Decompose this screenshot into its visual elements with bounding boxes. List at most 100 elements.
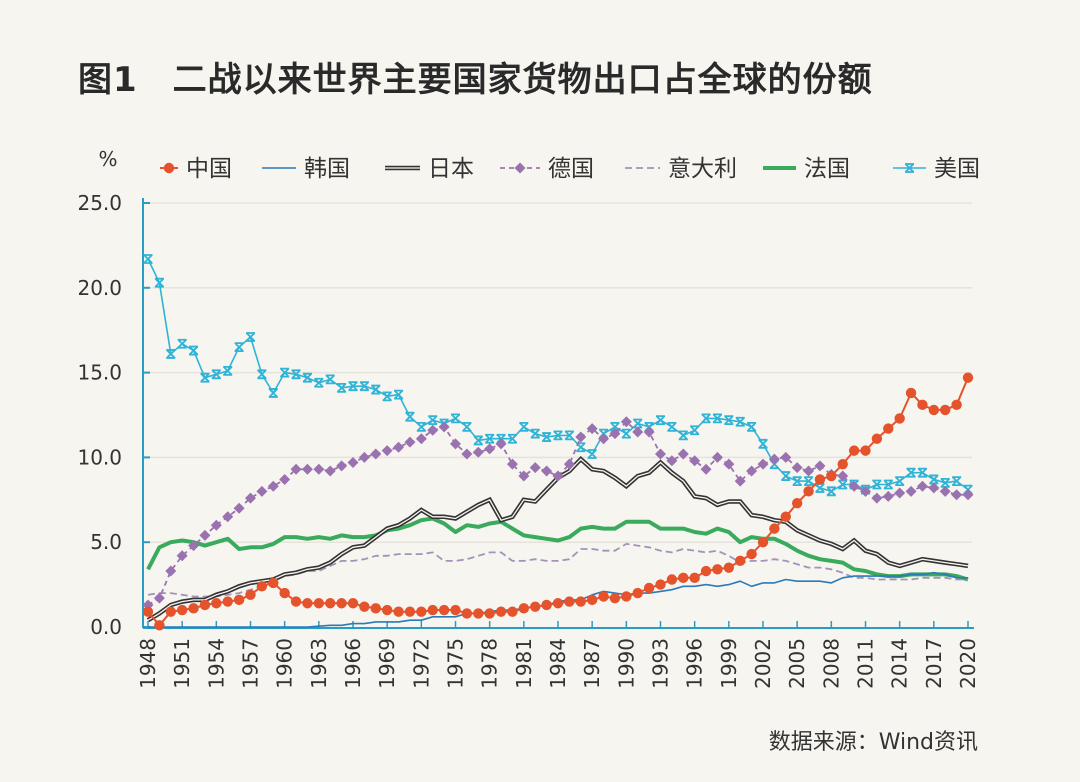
data-point-germany	[256, 485, 268, 497]
data-point-germany	[757, 458, 769, 470]
legend-marker-usa	[904, 163, 915, 173]
y-tick-label: 15.0	[77, 361, 122, 385]
data-point-china	[723, 562, 735, 573]
data-point-china	[279, 587, 290, 599]
data-point-usa	[234, 342, 244, 353]
data-point-usa	[462, 421, 472, 432]
series-line-italy	[147, 543, 968, 598]
data-point-china	[154, 620, 165, 631]
series-line-china	[147, 377, 969, 627]
x-tick-label: 2005	[785, 638, 809, 689]
data-point-usa	[621, 428, 631, 439]
data-point-china	[940, 404, 951, 416]
data-point-usa	[519, 421, 529, 432]
data-point-germany	[358, 451, 370, 463]
x-tick-label: 1972	[409, 638, 433, 689]
data-point-germany	[233, 502, 245, 514]
data-point-usa	[564, 430, 575, 441]
data-point-china	[404, 606, 416, 617]
data-point-china	[655, 579, 666, 590]
data-point-germany	[188, 540, 200, 552]
x-tick-label: 1987	[580, 638, 604, 689]
data-point-china	[495, 606, 507, 617]
data-point-germany	[700, 463, 712, 475]
data-point-germany	[199, 529, 211, 541]
data-point-germany	[450, 438, 461, 450]
data-source-note: 数据来源：Wind资讯	[768, 730, 978, 755]
x-tick-label: 1993	[649, 638, 673, 689]
data-point-china	[233, 594, 245, 606]
data-point-germany	[780, 451, 792, 463]
data-point-china	[621, 591, 632, 602]
data-point-china	[211, 598, 222, 609]
data-point-china	[188, 603, 199, 614]
data-point-germany	[643, 426, 655, 438]
data-point-usa	[610, 421, 620, 432]
x-tick-label: 1981	[512, 638, 536, 689]
data-point-germany	[768, 453, 780, 465]
data-point-china	[438, 604, 450, 616]
data-point-china	[689, 572, 700, 584]
x-tick-label: 1984	[546, 638, 570, 689]
series-line-usa	[147, 258, 969, 493]
data-point-usa	[883, 479, 893, 490]
legend-item-china: 中国	[160, 156, 232, 182]
data-point-germany	[552, 470, 564, 482]
legend-item-korea: 韩国	[262, 156, 350, 182]
x-tick-label: 1948	[136, 638, 160, 689]
data-point-usa	[325, 374, 335, 385]
series-germany	[142, 416, 974, 611]
data-point-usa	[576, 442, 586, 453]
data-point-germany	[939, 485, 951, 497]
data-point-germany	[711, 451, 723, 463]
legend-label: 法国	[804, 156, 850, 182]
x-tick-label: 1999	[717, 638, 741, 689]
data-point-china	[484, 608, 495, 619]
data-point-germany	[803, 465, 815, 477]
data-point-usa	[655, 415, 666, 425]
data-point-germany	[746, 465, 758, 477]
x-tick-label: 2020	[956, 638, 980, 689]
x-tick-label: 1963	[307, 638, 331, 689]
data-point-china	[564, 596, 575, 607]
data-point-germany	[598, 433, 610, 445]
data-point-china	[769, 523, 780, 534]
data-point-usa	[154, 277, 165, 288]
data-point-germany	[791, 462, 803, 474]
data-point-germany	[632, 426, 644, 438]
data-point-usa	[838, 479, 848, 490]
data-point-china	[541, 599, 552, 611]
data-point-usa	[690, 425, 700, 436]
data-point-usa	[405, 411, 415, 422]
data-point-germany	[404, 436, 416, 448]
data-point-china	[678, 572, 689, 584]
data-point-germany	[928, 482, 940, 494]
data-point-china	[473, 608, 484, 619]
data-point-germany	[176, 550, 188, 562]
data-point-china	[780, 511, 791, 522]
data-point-germany	[210, 519, 222, 531]
x-tick-label: 1957	[239, 638, 263, 689]
legend-label: 德国	[548, 156, 594, 182]
data-point-usa	[815, 483, 825, 493]
data-point-germany	[313, 463, 325, 475]
data-point-china	[598, 591, 609, 602]
legend-item-italy: 意大利	[625, 156, 737, 182]
data-point-germany	[529, 462, 541, 474]
data-point-china	[530, 601, 541, 612]
legend-item-france: 法国	[763, 156, 850, 182]
data-point-germany	[415, 433, 427, 445]
data-point-usa	[485, 433, 495, 444]
data-point-china	[336, 598, 347, 609]
data-point-usa	[382, 391, 392, 402]
legend-marker-germany	[514, 162, 526, 174]
data-point-china	[381, 604, 393, 616]
y-axis-unit: %	[98, 147, 117, 171]
data-point-usa	[393, 389, 404, 400]
data-point-usa	[678, 430, 688, 441]
data-point-usa	[211, 369, 221, 380]
data-point-germany	[484, 443, 496, 455]
x-tick-label: 2014	[888, 638, 912, 689]
data-point-usa	[735, 416, 745, 427]
data-point-usa	[143, 254, 153, 264]
